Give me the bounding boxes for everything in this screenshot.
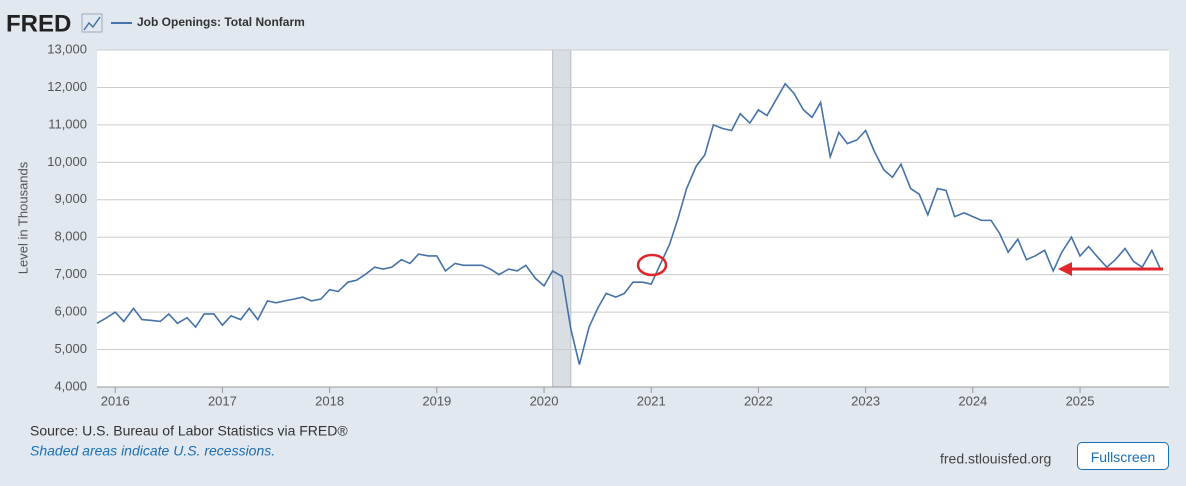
y-tick-label: 5,000 (54, 341, 87, 356)
logo-icon (83, 16, 101, 31)
y-tick-label: 11,000 (48, 116, 87, 131)
y-tick-label: 7,000 (54, 266, 87, 281)
y-tick-label: 9,000 (54, 191, 87, 206)
x-tick-label: 2018 (315, 393, 344, 408)
x-tick-label: 2023 (851, 393, 880, 408)
y-axis-label: Level in Thousands (15, 161, 30, 274)
x-tick-label: 2016 (101, 393, 130, 408)
annotation-circle (636, 253, 668, 277)
y-tick-label: 6,000 (54, 304, 87, 319)
legend-label: Job Openings: Total Nonfarm (137, 15, 305, 29)
recession-note: Shaded areas indicate U.S. recessions. (30, 443, 275, 459)
x-tick-label: 2024 (958, 393, 987, 408)
logo: FRED (6, 10, 71, 37)
y-tick-label: 8,000 (54, 229, 87, 244)
logo-frame (81, 13, 103, 33)
annotation-arrowhead (1058, 262, 1072, 276)
x-tick-label: 2022 (744, 393, 773, 408)
fullscreen-button[interactable]: Fullscreen (1077, 442, 1169, 470)
y-tick-label: 13,000 (47, 41, 87, 56)
source: Source: U.S. Bureau of Labor Statistics … (30, 423, 348, 439)
x-tick-label: 2020 (530, 393, 559, 408)
y-tick-label: 10,000 (47, 154, 87, 169)
x-tick-label: 2017 (208, 393, 237, 408)
y-tick-label: 4,000 (54, 378, 87, 393)
plot-area (97, 50, 1169, 387)
x-tick-label: 2019 (422, 393, 451, 408)
y-tick-label: 12,000 (47, 79, 87, 94)
recession-band (552, 49, 572, 388)
x-tick-label: 2021 (637, 393, 666, 408)
site-url: fred.stlouisfed.org (940, 451, 1051, 467)
x-tick-label: 2025 (1066, 393, 1095, 408)
series-line (96, 82, 1162, 365)
